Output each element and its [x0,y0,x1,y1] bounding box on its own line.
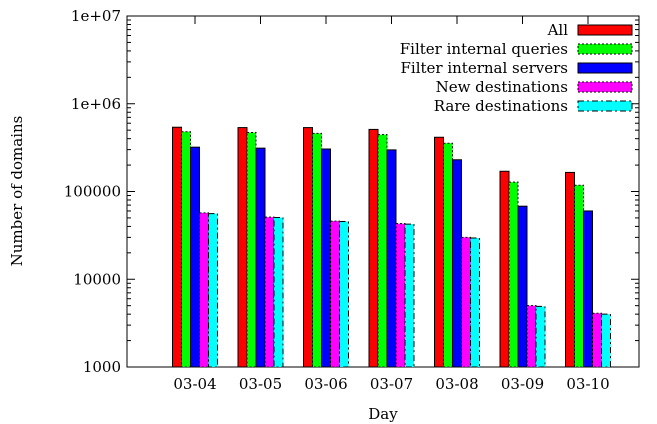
bar [190,146,200,368]
x-tick-label: 03-10 [566,375,609,393]
bar [592,312,602,368]
legend-swatch [577,24,633,36]
bar [199,212,209,368]
bar [434,136,444,368]
bar [339,221,349,368]
legend-label: Filter internal servers [400,59,568,77]
y-axis: 1000 10000 100000 1e+06 1e+07 [64,7,639,376]
y-tick-label: 10000 [73,270,121,288]
bar [330,220,340,368]
bar [404,223,415,368]
bar [237,127,248,368]
bar [255,147,266,368]
x-axis: 03-04 03-05 03-06 03-07 03-08 03-09 03-10 [173,16,610,393]
x-axis-label: Day [368,405,398,423]
bar [303,127,313,368]
y-tick-label: 1e+06 [71,95,121,113]
y-axis-label: Number of domains [8,116,26,267]
bar [246,132,257,368]
bar [470,237,480,368]
bar [395,223,406,368]
bar [181,131,191,368]
bar [526,305,537,368]
bar [583,210,593,368]
bar [377,134,388,368]
bar [273,217,284,368]
y-tick-label: 1e+07 [71,7,121,25]
bar [312,132,322,368]
x-tick-label: 03-06 [304,375,347,393]
bars-group [172,126,611,368]
legend-swatch [577,81,633,93]
legend-label: Filter internal queries [400,40,568,58]
bar [172,126,182,368]
bar [565,171,575,368]
bar [461,236,471,368]
y-tick-label: 100000 [64,183,121,201]
x-tick-label: 03-04 [173,375,216,393]
x-tick-label: 03-05 [239,375,282,393]
legend-label: Rare destinations [434,97,568,115]
x-tick-label: 03-09 [501,375,544,393]
bar [499,170,510,368]
x-tick-label: 03-08 [435,375,478,393]
legend-swatch [577,43,633,55]
legend-swatch [577,100,633,112]
bar [386,149,397,368]
bar [535,305,546,368]
legend-swatch [577,62,633,74]
bar [368,128,379,368]
bar [508,181,519,368]
bar [264,216,275,368]
bar [208,213,218,368]
bar [601,313,611,368]
y-tick-label: 1000 [83,358,121,376]
bar [321,148,331,368]
legend-label: All [547,21,569,39]
bar [517,205,528,368]
bar [443,142,453,368]
x-tick-label: 03-07 [370,375,413,393]
bar [452,159,462,368]
legend-label: New destinations [436,78,568,96]
bar [574,184,584,368]
